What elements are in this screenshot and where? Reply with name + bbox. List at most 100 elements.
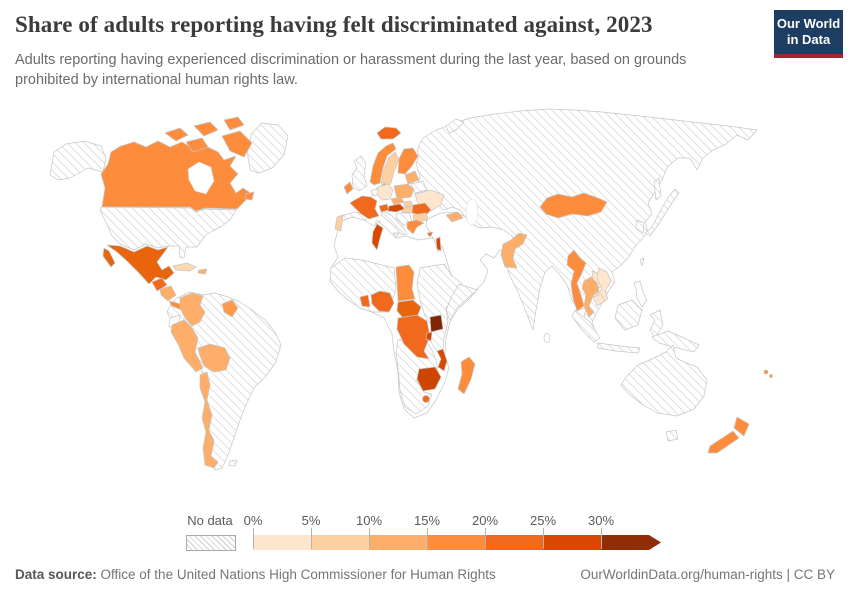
country-canada-island[interactable] — [185, 137, 209, 153]
country-fiji[interactable] — [769, 374, 773, 378]
country-slovakia[interactable] — [402, 200, 414, 208]
owid-logo[interactable]: Our World in Data — [774, 10, 843, 58]
country-canada-island[interactable] — [193, 121, 219, 137]
legend-bucket-10-15%[interactable] — [369, 535, 427, 550]
country-cyprus[interactable] — [426, 231, 434, 238]
country-mexico[interactable] — [106, 244, 175, 285]
region-java[interactable] — [597, 342, 641, 354]
country-dominican-republic[interactable] — [197, 268, 208, 275]
country-germany[interactable] — [376, 183, 394, 201]
country-nigeria[interactable] — [370, 290, 395, 313]
country-new-zealand-north[interactable] — [733, 416, 750, 437]
country-switzerland[interactable] — [378, 203, 390, 213]
region-tasmania[interactable] — [665, 429, 679, 442]
country-colombia[interactable] — [179, 292, 206, 327]
region-southern-africa[interactable] — [395, 335, 439, 415]
legend-tick-label: 30% — [587, 513, 615, 528]
region-alaska[interactable] — [49, 140, 107, 181]
country-tunisia[interactable] — [371, 223, 384, 251]
country-guatemala[interactable] — [151, 277, 168, 292]
country-canada-island[interactable] — [223, 116, 245, 131]
region-italy[interactable] — [380, 210, 408, 236]
legend-bucket-20-25%[interactable] — [485, 535, 543, 550]
country-cambodia[interactable] — [592, 293, 606, 307]
legend-bucket-30%+[interactable] — [601, 535, 661, 550]
footer-link[interactable]: OurWorldinData.org/human-rights | CC BY — [580, 567, 835, 582]
region-south-america-no-data[interactable] — [166, 291, 282, 471]
country-chad[interactable] — [395, 264, 416, 302]
region-greenland[interactable] — [246, 122, 289, 174]
legend-bucket-25-30%[interactable] — [543, 535, 601, 550]
country-guyana[interactable] — [221, 299, 239, 318]
country-france[interactable] — [349, 195, 380, 220]
legend-tick-label: 0% — [243, 513, 263, 528]
country-madagascar[interactable] — [457, 356, 476, 395]
legend-tick — [311, 528, 312, 549]
region-philippines[interactable] — [633, 280, 648, 308]
country-malawi[interactable] — [436, 348, 448, 372]
country-peru[interactable] — [170, 319, 204, 373]
region-sakhalin[interactable] — [653, 177, 662, 201]
data-source-text: Office of the United Nations High Commis… — [96, 567, 496, 582]
country-bolivia[interactable] — [197, 343, 231, 373]
country-baltics[interactable] — [404, 170, 420, 185]
region-somalia[interactable] — [445, 283, 478, 321]
region-australia[interactable] — [620, 344, 708, 417]
country-ireland[interactable] — [343, 181, 354, 195]
region-sri-lanka[interactable] — [543, 333, 551, 343]
country-georgia[interactable] — [445, 211, 464, 223]
country-dr-congo[interactable] — [396, 314, 431, 360]
page-title: Share of adults reporting having felt di… — [15, 12, 653, 37]
country-new-zealand-south[interactable] — [707, 430, 740, 454]
country-israel[interactable] — [435, 236, 442, 252]
region-borneo[interactable] — [614, 299, 643, 331]
region-korea[interactable] — [635, 219, 645, 234]
country-iceland[interactable] — [376, 126, 402, 140]
country-norway[interactable] — [369, 142, 397, 186]
legend-bucket-15-20%[interactable] — [427, 535, 485, 550]
country-uganda[interactable] — [429, 314, 444, 333]
country-greece[interactable] — [406, 219, 425, 235]
region-united-states[interactable] — [99, 206, 237, 259]
legend-tick — [369, 528, 370, 549]
country-austria[interactable] — [387, 203, 406, 213]
country-canada[interactable] — [100, 140, 253, 212]
chart-footer: Data source: Office of the United Nation… — [15, 567, 835, 582]
region-east-africa[interactable] — [416, 263, 463, 356]
legend-no-data-label: No data — [187, 513, 233, 528]
country-lesotho[interactable] — [422, 395, 430, 403]
country-zimbabwe[interactable] — [416, 366, 442, 392]
country-poland[interactable] — [393, 183, 415, 200]
country-pakistan[interactable] — [500, 232, 528, 269]
legend-tick — [427, 528, 428, 549]
legend-bucket-5-10%[interactable] — [311, 535, 369, 550]
owid-logo-line2: in Data — [786, 32, 831, 48]
country-portugal[interactable] — [334, 214, 344, 232]
country-canada-baffin[interactable] — [221, 130, 253, 158]
country-thailand[interactable] — [581, 276, 600, 318]
country-finland[interactable] — [397, 147, 419, 175]
region-novaya-zemlya[interactable] — [445, 118, 465, 134]
region-united-kingdom[interactable] — [351, 155, 368, 192]
country-myanmar[interactable] — [566, 249, 587, 312]
country-mexico-baja[interactable] — [102, 247, 116, 268]
region-falkland-islands[interactable] — [228, 459, 238, 467]
region-taiwan[interactable] — [639, 257, 645, 267]
country-rwanda-burundi[interactable] — [425, 331, 433, 342]
country-ghana[interactable] — [359, 294, 371, 308]
country-mongolia[interactable] — [539, 192, 608, 219]
country-cuba[interactable] — [172, 262, 197, 272]
region-sumatra[interactable] — [571, 309, 601, 343]
country-honduras-nicaragua[interactable] — [159, 285, 177, 302]
region-sicily[interactable] — [392, 232, 400, 239]
region-japan[interactable] — [644, 188, 680, 237]
country-chile[interactable] — [199, 371, 219, 469]
country-fiji[interactable] — [763, 369, 769, 375]
legend-tick — [253, 528, 254, 549]
legend-bucket-0-5%[interactable] — [253, 535, 311, 550]
country-canada-island[interactable] — [164, 127, 189, 142]
legend-no-data-swatch[interactable] — [186, 535, 236, 551]
country-romania[interactable] — [411, 202, 432, 217]
country-canada-newfoundland[interactable] — [244, 191, 255, 201]
region-new-guinea[interactable] — [651, 330, 700, 353]
